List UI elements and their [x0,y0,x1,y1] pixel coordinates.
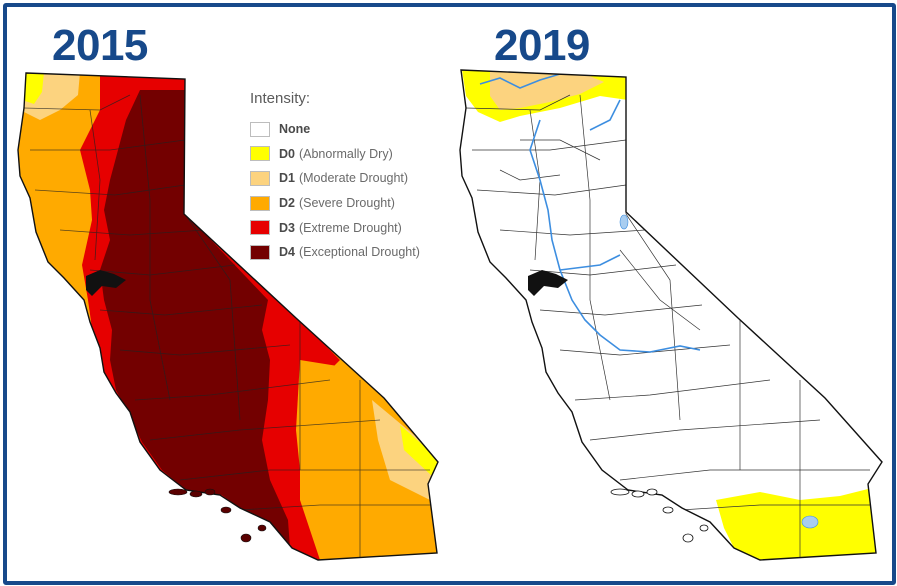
county-lines-2019 [465,80,876,560]
sf-bay-2019 [528,270,568,296]
legend-item-none: None [250,117,460,142]
legend-title: Intensity: [250,90,311,107]
channel-islands-2015 [168,488,267,543]
d0-region-east-2015 [400,425,438,476]
map-2019 [460,70,882,560]
legend-code: D3 [279,220,295,235]
legend-swatch [250,244,270,260]
intensity-legend: Intensity: None D0 (Abnormally Dry) D1 (Mode… [250,90,460,265]
california-outline-2015 [17,72,439,561]
d1-region-north-2019 [490,72,604,110]
channel-islands-2019 [610,488,709,543]
legend-code: D2 [279,196,295,211]
lake-north-2019 [619,214,629,230]
legend-item-d0: D0 (Abnormally Dry) [250,142,460,167]
rivers-2019 [479,73,701,353]
salton-sea-2019 [801,515,819,529]
legend-item-d3: D3 (Extreme Drought) [250,215,460,240]
california-outline-2019 [459,69,883,561]
legend-description: (Abnormally Dry) [298,146,393,161]
legend-description: (Exceptional Drought) [298,245,420,260]
d2-region-east-2015 [296,360,436,560]
legend-item-d1: D1 (Moderate Drought) [250,166,460,191]
legend-item-d2: D2 (Severe Drought) [250,191,460,216]
legend-swatch [250,170,270,186]
legend-swatch [250,121,270,137]
legend-code: None [279,122,311,137]
legend-code: D4 [279,245,295,260]
sf-bay-2015 [86,270,126,296]
legend-description: (Extreme Drought) [298,220,402,235]
legend-description: (Moderate Drought) [298,171,409,186]
d4-region-2015 [100,90,290,548]
d0-region-south-2019 [716,486,880,560]
legend-item-d4: D4 (Exceptional Drought) [250,240,460,265]
legend-swatch [250,220,270,236]
legend-description: (Severe Drought) [298,196,395,211]
legend-swatch [250,146,270,162]
legend-swatch [250,195,270,211]
year-label-2019: 2019 [494,21,590,70]
county-lines-2015 [23,80,435,560]
legend-code: D0 [279,146,295,161]
year-label-2015: 2015 [52,21,148,70]
legend-code: D1 [279,171,295,186]
